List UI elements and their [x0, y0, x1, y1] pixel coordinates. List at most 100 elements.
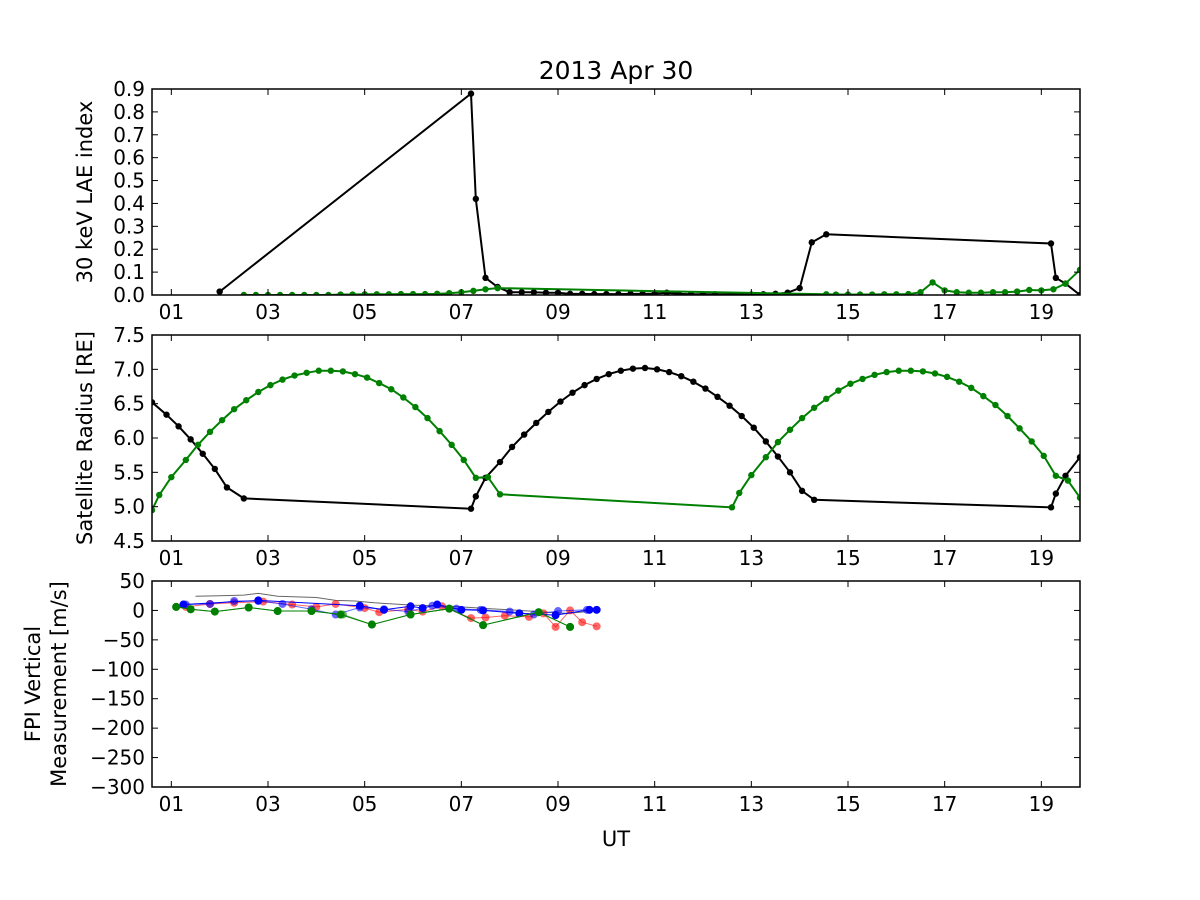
x-tick-label: 11 [642, 546, 667, 570]
data-point [1076, 266, 1080, 274]
data-point [194, 441, 202, 449]
data-point [240, 291, 248, 295]
data-point [883, 368, 890, 376]
data-point [508, 443, 516, 451]
data-point [433, 600, 442, 609]
x-tick-label: 11 [642, 792, 667, 816]
data-point [856, 291, 864, 295]
data-point [533, 419, 540, 427]
panel-1: 0.00.10.20.30.40.50.60.70.80.9 01 03 05 07 09… [73, 77, 1081, 324]
data-point [421, 290, 429, 295]
data-point [585, 605, 594, 614]
data-point [400, 394, 407, 401]
data-point [339, 368, 347, 375]
data-point [380, 605, 388, 614]
x-tick-label: 03 [255, 300, 280, 324]
data-point [267, 381, 274, 389]
x-tick-label: 05 [352, 300, 377, 324]
data-point [1004, 412, 1011, 420]
data-point [301, 291, 308, 295]
y-tick-label: 0.5 [113, 169, 145, 193]
data-point [786, 469, 794, 476]
data-point [629, 365, 637, 372]
data-point [968, 384, 975, 392]
data-point [893, 291, 900, 295]
series-group [172, 592, 601, 631]
data-point [325, 291, 332, 295]
data-point [1062, 280, 1069, 287]
data-point [375, 379, 383, 387]
data-point [470, 287, 477, 295]
data-point [457, 605, 466, 614]
axes-frame [151, 334, 1081, 542]
data-point [796, 284, 803, 292]
data-point [786, 426, 794, 433]
axes-frame [151, 88, 1081, 296]
y-tick-label: −100 [90, 657, 145, 681]
data-point [172, 602, 181, 611]
y-axis-label: FPI Vertical [21, 626, 45, 742]
data-point [943, 373, 951, 381]
x-tick-label: 05 [352, 792, 377, 816]
data-point [748, 471, 755, 479]
data-point [808, 239, 815, 246]
data-point [593, 375, 600, 383]
x-tick-label: 13 [739, 300, 764, 324]
series-line [195, 592, 588, 614]
data-point [989, 289, 997, 295]
data-point [917, 289, 924, 295]
data-point [436, 427, 443, 435]
data-point [337, 291, 344, 295]
figure-title: 2013 Apr 30 [539, 56, 694, 85]
data-point [518, 289, 525, 295]
data-point [905, 290, 912, 295]
data-point [211, 465, 219, 473]
x-tick-label: 17 [932, 300, 957, 324]
data-point [1047, 504, 1055, 511]
data-point [774, 453, 782, 460]
data-point [591, 290, 598, 295]
data-point [728, 504, 736, 511]
data-point [1016, 425, 1023, 432]
y-tick-label: 0.0 [113, 283, 145, 307]
data-point [551, 622, 560, 631]
data-point [496, 491, 504, 498]
data-point [1052, 472, 1060, 479]
data-point [156, 491, 163, 499]
data-point [578, 290, 586, 295]
data-point [714, 393, 721, 400]
data-point [363, 374, 371, 381]
data-point [367, 620, 376, 629]
data-point [738, 412, 745, 420]
data-point [409, 290, 417, 295]
data-point [460, 456, 467, 464]
data-point [482, 274, 489, 282]
data-point [276, 291, 284, 295]
x-axis-label: UT [602, 827, 630, 851]
x-tick-label: 17 [932, 546, 957, 570]
y-tick-label: 50 [120, 569, 145, 593]
data-point [871, 371, 878, 379]
x-tick-label: 13 [739, 546, 764, 570]
data-point [919, 368, 927, 375]
data-point [835, 387, 842, 394]
data-point [448, 441, 455, 449]
x-tick-label: 11 [642, 300, 667, 324]
x-tick-label: 05 [352, 546, 377, 570]
data-point [1013, 288, 1021, 295]
panel-2: 4.5 5.0 5.5 6.0 6.5 7.0 7.5 01 03 05 07 09 11 13 15 17 1… [73, 323, 1081, 570]
y-tick-label: −150 [90, 687, 145, 711]
data-point [641, 364, 649, 372]
data-point [206, 599, 214, 608]
data-point [484, 473, 492, 481]
y-tick-label: 5.5 [113, 460, 145, 484]
data-point [424, 414, 431, 422]
data-point [179, 600, 188, 609]
y-tick-label: −300 [90, 775, 145, 799]
y-tick-label: 0 [132, 598, 145, 622]
y-tick-label: 5.0 [113, 495, 145, 519]
data-point [1052, 274, 1060, 282]
data-point [351, 370, 359, 378]
data-point [303, 369, 310, 376]
